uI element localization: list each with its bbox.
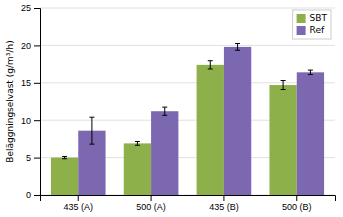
y-tick-mark — [34, 158, 40, 159]
chart-container: 0 5 10 15 20 25 435 (A) 500 (A) 435 (B) 500 (B) SB… — [0, 0, 343, 217]
y-tick: 25 — [21, 3, 40, 13]
y-axis: 0 5 10 15 20 25 — [21, 3, 41, 200]
x-tick: 435 (A) — [63, 195, 93, 212]
y-tick-label: 15 — [21, 78, 31, 88]
legend-label: Ref — [310, 25, 325, 35]
x-axis-line — [41, 196, 336, 202]
y-tick: 0 — [26, 190, 40, 200]
error-bar — [89, 117, 94, 144]
y-tick-mark — [34, 45, 40, 46]
y-tick-label: 0 — [26, 190, 31, 200]
x-tick-label: 435 (A) — [63, 202, 93, 212]
x-tick-label: 435 (B) — [209, 202, 239, 212]
bar — [269, 85, 296, 195]
y-tick: 20 — [21, 41, 40, 51]
legend-swatch — [297, 14, 306, 23]
x-tick: 435 (B) — [209, 195, 239, 212]
y-tick: 15 — [21, 78, 40, 88]
y-tick-label: 10 — [21, 116, 31, 126]
y-axis-title: Beläggningselvast (g/m³/h) — [5, 40, 15, 162]
x-tick-mark — [78, 195, 79, 201]
y-tick-mark — [34, 8, 40, 9]
series — [51, 61, 297, 195]
x-tick-mark — [223, 195, 224, 201]
plot: 0 5 10 15 20 25 435 (A) 500 (A) 435 (B) 500 (B) SB… — [21, 3, 336, 212]
error-bar — [62, 156, 67, 158]
grid — [40, 8, 335, 195]
grid-line — [40, 82, 335, 83]
y-tick-label: 5 — [26, 153, 31, 163]
legend-swatch — [297, 26, 306, 35]
marks — [51, 44, 324, 195]
error-bar — [281, 81, 286, 90]
y-tick: 5 — [26, 153, 40, 163]
x-tick-label: 500 (B) — [282, 202, 312, 212]
bar — [51, 158, 78, 195]
error-bar — [135, 142, 140, 146]
legend: SBT Ref — [293, 10, 331, 39]
x-tick-mark — [151, 195, 152, 201]
bar — [297, 72, 324, 195]
x-axis: 435 (A) 500 (A) 435 (B) 500 (B) — [41, 195, 336, 212]
legend-box — [293, 10, 331, 39]
series — [78, 44, 324, 195]
bar — [224, 47, 251, 195]
y-tick-label: 20 — [21, 41, 31, 51]
x-tick-label: 500 (A) — [136, 202, 166, 212]
chart: 0 5 10 15 20 25 435 (A) 500 (A) 435 (B) 500 (B) SB… — [0, 0, 343, 217]
y-tick-label: 25 — [21, 3, 31, 13]
bar — [151, 111, 178, 195]
grid-line — [40, 8, 335, 9]
y-tick-mark — [34, 120, 40, 121]
y-tick-mark — [34, 83, 40, 84]
x-tick: 500 (A) — [136, 195, 166, 212]
legend-item: SBT — [297, 13, 328, 23]
grid-line — [40, 45, 335, 46]
y-tick-mark — [34, 195, 40, 196]
x-tick-mark — [296, 195, 297, 201]
error-bar — [235, 44, 240, 51]
error-bar — [162, 107, 167, 115]
bar — [124, 143, 151, 195]
y-tick: 10 — [21, 116, 40, 126]
legend-item: Ref — [297, 25, 325, 35]
x-tick: 500 (B) — [282, 195, 312, 212]
legend-label: SBT — [310, 13, 328, 23]
error-bar — [308, 70, 313, 74]
bar — [197, 65, 224, 195]
y-axis-line — [34, 9, 41, 196]
error-bar — [208, 61, 213, 69]
